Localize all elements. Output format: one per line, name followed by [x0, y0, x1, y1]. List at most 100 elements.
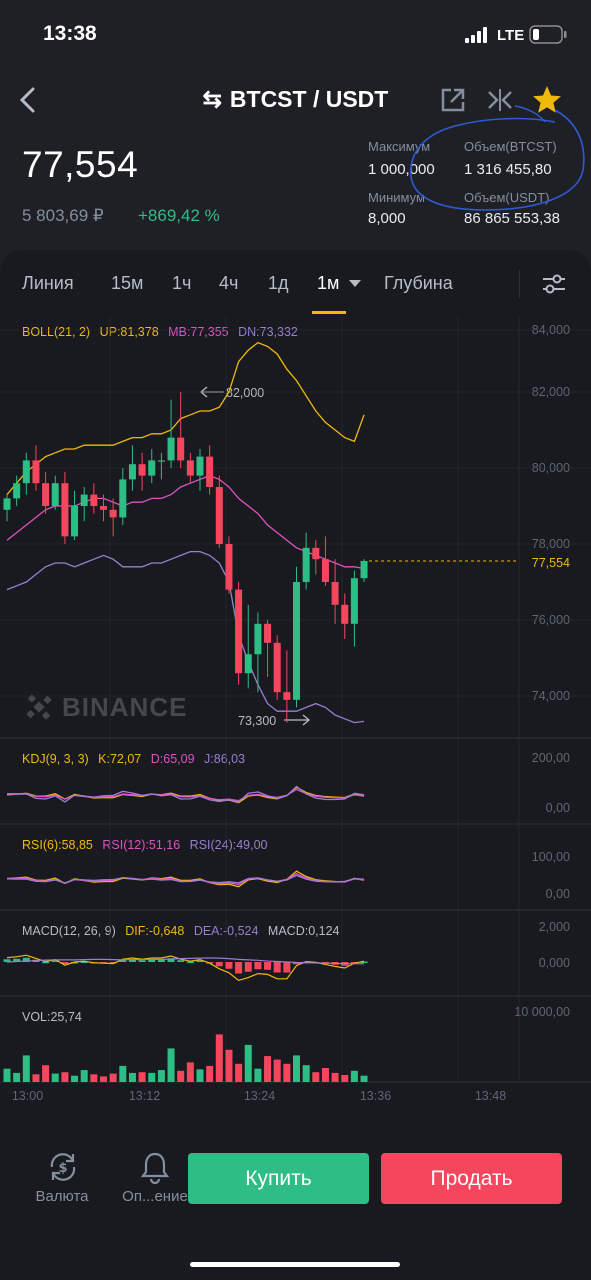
tab-1d[interactable]: 1д: [268, 273, 289, 293]
arrow-right-icon: [284, 714, 311, 726]
macd-bar: [225, 962, 233, 969]
volume-bar: [90, 1074, 98, 1082]
price-change: +869,42 %: [138, 206, 220, 225]
macd-bar: [51, 960, 59, 962]
macd-legend: MACD(12, 26, 9) DIF:-0,648 DEA:-0,524 MA…: [22, 924, 339, 938]
volume-bar: [148, 1072, 156, 1082]
candle-body: [42, 483, 50, 506]
candle-body: [350, 578, 358, 624]
high-annotation: 82,000: [226, 386, 265, 400]
candle-body: [167, 437, 175, 461]
candle-body: [206, 456, 214, 487]
share-button[interactable]: [440, 87, 466, 113]
rsi-24: RSI(24):49,00: [189, 838, 268, 852]
macd-tick: 0,000: [538, 956, 570, 970]
macd-bar: [186, 961, 194, 963]
chart-settings-button[interactable]: [540, 271, 568, 297]
candle-body: [148, 460, 156, 476]
boll-mb: MB:77,355: [168, 325, 229, 339]
macd-value: MACD:0,124: [267, 924, 340, 938]
macd-name: MACD(12, 26, 9): [22, 924, 116, 938]
binance-logo-icon: [26, 694, 52, 720]
compare-button[interactable]: [486, 87, 514, 113]
tab-1h[interactable]: 1ч: [172, 273, 192, 293]
volume-bar: [128, 1072, 136, 1082]
macd-bar: [119, 960, 127, 962]
macd-bar: [128, 959, 136, 962]
boll-up-line: [6, 341, 365, 496]
vol-legend: VOL:25,74: [22, 1010, 82, 1024]
chart-panel: [0, 250, 591, 1280]
macd-bar: [3, 959, 11, 962]
candle-body: [32, 460, 40, 484]
tab-depth[interactable]: Глубина: [384, 273, 453, 293]
candle-body: [177, 437, 185, 461]
sell-button[interactable]: Продать: [381, 1153, 562, 1204]
volume-bar: [350, 1070, 358, 1082]
tab-4h[interactable]: 4ч: [219, 273, 239, 293]
volume-bar: [235, 1063, 243, 1082]
volume-bar: [109, 1073, 117, 1082]
pair-selector[interactable]: ⇆ BTCST / USDT: [0, 86, 591, 113]
candle-body: [331, 582, 339, 605]
candle-body: [138, 464, 146, 476]
sliders-icon: [543, 274, 565, 294]
boll-dn-line: [6, 550, 365, 724]
macd-bar: [360, 961, 368, 964]
rsi-tick: 100,00: [531, 850, 570, 864]
macd-bar: [42, 961, 50, 964]
kdj-k: K:72,07: [98, 752, 142, 766]
stat-value-vol-base: 1 316 455,80: [464, 161, 552, 178]
stat-label-vol-base: Объем(BTCST): [464, 139, 557, 154]
volume-bar: [244, 1044, 252, 1082]
macd-bar: [71, 962, 79, 964]
tab-1m[interactable]: 1м: [317, 273, 362, 294]
stat-value-low: 8,000: [368, 210, 406, 227]
candle-body: [283, 692, 291, 700]
time-tick: 13:36: [359, 1089, 392, 1103]
low-annotation: 73,300: [238, 714, 277, 728]
binance-watermark: BINANCE: [22, 690, 187, 724]
candlestick-chart[interactable]: [0, 316, 591, 1116]
kdj-j: J:86,03: [204, 752, 246, 766]
home-indicator: [190, 1262, 400, 1267]
macd-bar: [273, 962, 281, 973]
buy-button[interactable]: Купить: [188, 1153, 369, 1204]
candle-body: [312, 547, 320, 560]
candle-body: [360, 560, 368, 579]
macd-bar: [167, 958, 175, 962]
last-price-tag: 77,554: [531, 556, 570, 570]
volume-bar: [283, 1063, 291, 1082]
tab-1m-label: 1м: [317, 273, 340, 293]
back-button[interactable]: [14, 84, 42, 116]
volume-bar: [119, 1065, 127, 1082]
candle-body: [61, 483, 69, 537]
candle-body: [119, 479, 127, 518]
volume-bar: [196, 1069, 204, 1082]
candle-body: [215, 487, 223, 544]
macd-bar: [215, 962, 223, 967]
volume-bar: [42, 1065, 50, 1082]
boll-mb-line: [6, 474, 365, 570]
tab-15m[interactable]: 15м: [111, 273, 144, 293]
rsi-12-line: [6, 872, 365, 886]
vol-tick: 10 000,00: [514, 1005, 570, 1019]
time-tick: 13:48: [474, 1089, 507, 1103]
star-icon: [533, 86, 561, 113]
volume-bar: [321, 1068, 329, 1082]
alerts-nav[interactable]: Оп...ение: [115, 1150, 195, 1212]
status-time: 13:38: [43, 22, 97, 45]
tab-line[interactable]: Линия: [22, 273, 74, 293]
candle-body: [157, 460, 165, 462]
rsi-tick: 0,00: [545, 887, 570, 901]
candle-body: [51, 483, 59, 506]
currency-nav[interactable]: $ Валюта: [22, 1150, 102, 1212]
volume-bar: [186, 1062, 194, 1082]
macd-bar: [80, 961, 88, 963]
candle-body: [13, 483, 21, 499]
price-rub: 5 803,69 ₽: [22, 206, 104, 225]
macd-bar: [254, 962, 262, 970]
macd-bar: [109, 962, 117, 964]
last-price: 77,554: [22, 144, 139, 185]
favorite-button[interactable]: [531, 84, 563, 116]
